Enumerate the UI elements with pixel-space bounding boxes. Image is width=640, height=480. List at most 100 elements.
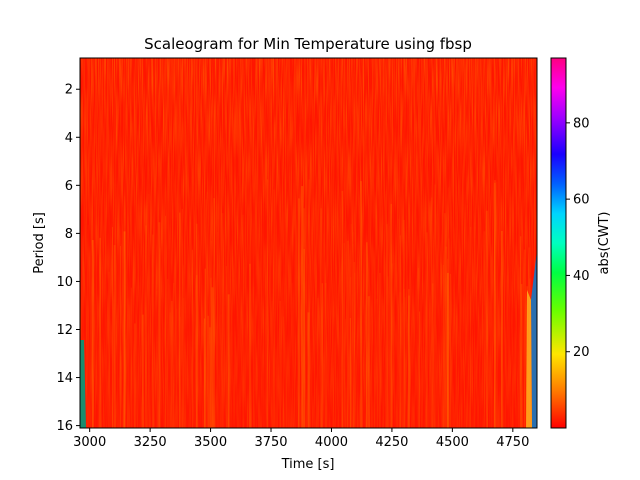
heatmap-streak xyxy=(429,201,431,428)
heatmap-streak xyxy=(271,300,273,428)
colorbar-label: abs(CWT) xyxy=(597,211,612,274)
heatmap-streak xyxy=(360,181,362,428)
heatmap-streak xyxy=(469,226,472,428)
heatmap-streak xyxy=(159,248,161,428)
heatmap-streak xyxy=(207,315,209,428)
y-axis-label: Period [s] xyxy=(32,212,47,274)
heatmap-streak xyxy=(397,218,400,428)
colorbar-tick-label: 60 xyxy=(573,193,590,208)
heatmap-streak xyxy=(486,210,488,428)
heatmap-streak xyxy=(210,240,212,428)
x-axis-label: Time [s] xyxy=(281,457,335,472)
heatmap-streak xyxy=(156,290,158,428)
heatmap-streak xyxy=(191,249,193,428)
heatmap-streak xyxy=(134,326,136,428)
cone-of-influence xyxy=(80,250,537,428)
x-tick-label: 4000 xyxy=(315,435,348,450)
heatmap-streak xyxy=(418,267,420,428)
heatmap-streak xyxy=(271,242,274,428)
heatmap-streak xyxy=(496,181,498,428)
heatmap-streak xyxy=(204,318,205,428)
heatmap-streak xyxy=(431,283,434,428)
heatmap-streak xyxy=(379,272,381,428)
heatmap-streak xyxy=(227,294,230,428)
heatmap-streak xyxy=(166,278,169,428)
right-edge-warm xyxy=(526,290,532,428)
heatmap-streak xyxy=(220,314,222,428)
colorbar-tick-label: 20 xyxy=(573,345,590,360)
heatmap-streak xyxy=(446,272,449,428)
heatmap-streak xyxy=(301,186,304,428)
heatmap-streak xyxy=(120,243,122,428)
right-edge-region xyxy=(531,250,537,428)
heatmap-streak xyxy=(171,301,173,428)
y-tick-label: 6 xyxy=(65,179,73,194)
x-tick-label: 4250 xyxy=(375,435,408,450)
heatmap-streak xyxy=(434,184,436,428)
heatmap-streak xyxy=(221,213,224,428)
heatmap-streak xyxy=(366,242,368,428)
heatmap-streak xyxy=(206,191,208,428)
heatmap-streak xyxy=(349,281,350,428)
heatmap-streak xyxy=(134,323,136,428)
heatmap-streak xyxy=(145,225,147,428)
heatmap-streak xyxy=(307,312,310,428)
heatmap-streak xyxy=(119,245,121,428)
heatmap-streak xyxy=(99,237,101,428)
heatmap-streak xyxy=(490,256,493,428)
heatmap-streak xyxy=(377,200,379,428)
heatmap-streak xyxy=(341,190,344,428)
y-tick-label: 16 xyxy=(56,419,73,434)
heatmap-streak xyxy=(152,234,154,428)
heatmap-streak xyxy=(501,231,503,428)
colorbar-ticks: 20 40 60 80 xyxy=(566,116,590,360)
heatmap-streak xyxy=(447,187,449,428)
heatmap-streak xyxy=(196,290,199,428)
heatmap-streak xyxy=(442,264,444,428)
heatmap-streak xyxy=(307,263,310,428)
heatmap-texture xyxy=(80,58,537,428)
heatmap-streak xyxy=(209,327,211,428)
heatmap-streak xyxy=(346,240,349,428)
heatmap-streak xyxy=(249,263,251,428)
chart-title: Scaleogram for Min Temperature using fbs… xyxy=(144,35,472,53)
heatmap-streak xyxy=(182,297,185,428)
heatmap-streak xyxy=(303,249,305,428)
heatmap-streak xyxy=(483,231,486,428)
heatmap-streak xyxy=(407,295,411,428)
heatmap-streak xyxy=(112,227,113,428)
heatmap-streak xyxy=(124,196,125,428)
heatmap-streak xyxy=(169,312,171,428)
heatmap-streak xyxy=(323,304,325,428)
heatmap-streak xyxy=(491,256,492,428)
heatmap-streak xyxy=(285,277,287,428)
heatmap-streak xyxy=(179,316,182,428)
heatmap-streak xyxy=(443,213,446,428)
heatmap-streak xyxy=(448,238,450,428)
heatmap-streak xyxy=(524,291,526,428)
heatmap-streak xyxy=(419,311,420,428)
heatmap-streak xyxy=(298,198,300,428)
heatmap-streak xyxy=(108,271,110,428)
heatmap-streak xyxy=(181,208,183,428)
heatmap-streak xyxy=(520,236,522,428)
y-axis-ticks: 2 4 6 8 10 12 14 16 xyxy=(56,83,80,434)
heatmap-streak xyxy=(389,226,391,428)
y-tick-label: 14 xyxy=(56,371,73,386)
heatmap-streak xyxy=(242,214,244,428)
heatmap-streak xyxy=(130,287,133,428)
y-tick-label: 4 xyxy=(65,131,73,146)
heatmap-streak xyxy=(195,278,196,428)
heatmap-streak xyxy=(211,287,213,428)
x-tick-label: 3750 xyxy=(254,435,287,450)
heatmap-streak xyxy=(142,314,144,428)
heatmap-streak xyxy=(490,321,492,428)
heatmap-streak xyxy=(353,261,355,428)
x-tick-label: 3000 xyxy=(73,435,106,450)
heatmap-streak xyxy=(399,235,401,428)
heatmap-streak xyxy=(345,319,347,428)
heatmap-streak xyxy=(303,208,306,428)
heatmap-streak xyxy=(126,298,129,428)
heatmap-streak xyxy=(283,316,284,428)
